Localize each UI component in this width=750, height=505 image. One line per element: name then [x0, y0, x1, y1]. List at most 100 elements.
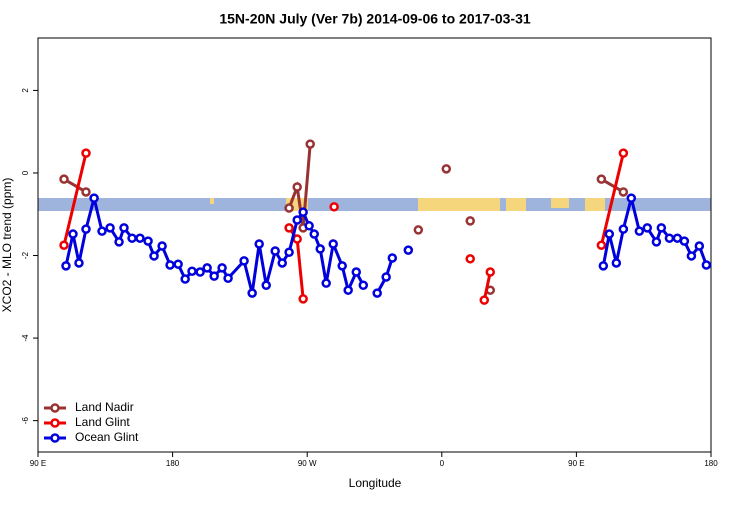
point: [441, 164, 452, 174]
point: [596, 240, 607, 250]
point: [626, 193, 637, 203]
point: [329, 202, 339, 212]
point: [664, 233, 675, 243]
point: [465, 254, 475, 264]
point: [679, 236, 690, 246]
legend-marker: [50, 403, 60, 413]
point: [413, 225, 424, 235]
point: [97, 226, 107, 236]
point: [694, 241, 705, 251]
point: [618, 187, 629, 197]
x-tick-label: 90 E: [568, 459, 584, 468]
point: [180, 274, 190, 284]
point: [309, 229, 319, 239]
point: [89, 193, 99, 203]
series-line: [63, 143, 625, 229]
point: [337, 261, 347, 271]
y-tick-label: -2: [21, 251, 30, 259]
map-strip: [38, 198, 711, 211]
point: [328, 239, 338, 249]
point: [642, 223, 653, 233]
point: [127, 233, 137, 243]
point: [81, 224, 91, 234]
point: [315, 244, 325, 254]
point: [381, 272, 391, 282]
point: [59, 174, 69, 184]
point: [596, 174, 607, 184]
point: [135, 233, 145, 243]
point: [149, 251, 159, 261]
point: [247, 288, 257, 298]
point: [611, 258, 622, 268]
point: [223, 273, 233, 283]
point: [403, 245, 414, 255]
x-tick-label: 0: [440, 459, 445, 468]
point: [59, 240, 69, 250]
point: [284, 223, 294, 233]
point: [261, 280, 271, 290]
point: [479, 295, 490, 305]
point: [284, 247, 294, 257]
point: [114, 237, 124, 247]
legend-label: Land Nadir: [75, 400, 134, 414]
legend-marker: [50, 433, 60, 443]
point: [292, 234, 302, 244]
y-tick-label: 2: [21, 88, 30, 93]
point: [292, 215, 302, 225]
point: [187, 266, 197, 276]
legend-label: Ocean Glint: [75, 430, 139, 444]
point: [298, 294, 308, 304]
point: [656, 223, 667, 233]
point: [157, 241, 167, 251]
point: [372, 288, 382, 298]
point: [351, 267, 362, 277]
point: [701, 260, 712, 270]
plot-frame: [37, 37, 712, 453]
y-axis-label: XCO2 - MLO trend (ppm): [0, 178, 14, 313]
point: [651, 237, 662, 247]
x-tick-label: 90 E: [30, 459, 46, 468]
point: [304, 221, 314, 231]
point: [202, 263, 212, 273]
point: [74, 258, 84, 268]
point: [68, 229, 78, 239]
point: [239, 256, 249, 266]
point: [343, 285, 353, 295]
y-tick-label: 0: [21, 170, 30, 175]
legend-marker: [50, 418, 60, 428]
point: [173, 259, 183, 269]
point: [634, 226, 645, 236]
point: [81, 148, 91, 158]
point: [298, 207, 308, 217]
point: [277, 258, 287, 268]
point: [284, 203, 294, 213]
x-axis-label: Longitude: [349, 476, 402, 490]
point: [143, 236, 153, 246]
point: [61, 261, 71, 271]
point: [195, 267, 205, 277]
x-tick-label: 180: [704, 459, 718, 468]
point: [387, 253, 398, 263]
point: [686, 251, 697, 261]
point: [254, 239, 264, 249]
point: [465, 216, 475, 226]
point: [105, 223, 115, 233]
point: [358, 280, 369, 290]
point: [321, 278, 331, 288]
point: [209, 271, 219, 281]
y-tick-label: -4: [21, 334, 30, 342]
point: [81, 187, 91, 197]
point: [165, 260, 175, 270]
point: [305, 139, 315, 149]
point: [485, 267, 496, 277]
x-tick-label: 90 W: [298, 459, 317, 468]
legend-label: Land Glint: [75, 415, 130, 429]
point: [604, 229, 615, 239]
point: [598, 261, 609, 271]
point: [217, 263, 227, 273]
y-tick-label: -6: [21, 417, 30, 425]
point: [292, 182, 302, 192]
point: [618, 224, 629, 234]
x-tick-label: 180: [166, 459, 180, 468]
